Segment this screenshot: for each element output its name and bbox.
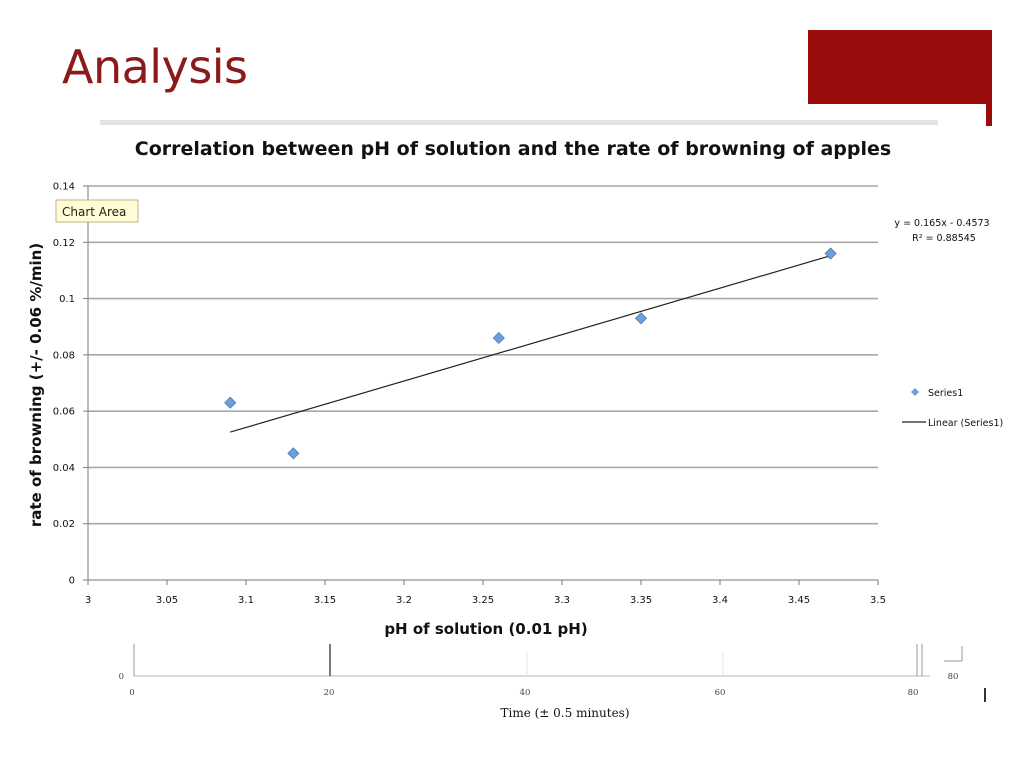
slide-title: Analysis bbox=[62, 40, 248, 94]
legend: Series1 Linear (Series1) bbox=[902, 388, 1003, 429]
y-tick-label: 0.02 bbox=[53, 519, 75, 530]
trendline-equation: y = 0.165x - 0.4573 bbox=[894, 218, 989, 229]
time-tick-0: 0 bbox=[129, 688, 134, 698]
chart-area-tooltip: Chart Area bbox=[55, 199, 139, 223]
x-tick-label: 3.2 bbox=[396, 595, 412, 606]
time-y-tick: 0 bbox=[119, 672, 124, 682]
y-tick-label: 0.12 bbox=[53, 238, 75, 249]
accent-tick bbox=[986, 104, 992, 126]
y-tick-label: 0.04 bbox=[53, 463, 75, 474]
y-tick-label: 0.14 bbox=[53, 182, 75, 193]
accent-block bbox=[808, 30, 992, 104]
trendline-r-squared: R² = 0.88545 bbox=[912, 233, 976, 244]
x-tick-label: 3.5 bbox=[870, 595, 886, 606]
time-side-label: 80 bbox=[948, 672, 959, 682]
time-tick-60: 60 bbox=[715, 688, 726, 698]
edge-mark bbox=[984, 688, 986, 702]
data-point bbox=[492, 331, 505, 345]
time-axis: 0 0 20 40 60 80 80 Time (± 0.5 minutes) bbox=[119, 644, 963, 720]
y-axis-label: rate of browning (+/- 0.06 %/min) bbox=[27, 243, 45, 527]
data-points bbox=[224, 247, 837, 460]
data-point bbox=[287, 447, 300, 460]
x-tick-label: 3.1 bbox=[238, 595, 254, 606]
x-axis-label: pH of solution (0.01 pH) bbox=[384, 620, 587, 638]
x-tick-label: 3.25 bbox=[472, 595, 494, 606]
tooltip-text: Chart Area bbox=[62, 205, 126, 219]
time-tick-20: 20 bbox=[324, 688, 335, 698]
y-tick-label: 0.08 bbox=[53, 350, 75, 361]
trendline-line bbox=[230, 255, 831, 433]
gridlines bbox=[88, 185, 878, 525]
y-tick-label: 0 bbox=[69, 576, 75, 587]
data-point bbox=[634, 312, 648, 325]
x-tick-labels: 3 3.05 3.1 3.15 3.2 3.25 3.3 3.35 3.4 3.45 3.5 bbox=[85, 595, 886, 606]
x-tick-label: 3.05 bbox=[156, 595, 178, 606]
y-tick-label: 0.06 bbox=[53, 407, 75, 418]
trendline bbox=[230, 255, 831, 433]
title-divider bbox=[100, 120, 938, 125]
x-tick-label: 3 bbox=[85, 595, 91, 606]
data-point bbox=[224, 396, 237, 409]
time-tick-80: 80 bbox=[908, 688, 919, 698]
tooltip-box bbox=[55, 199, 139, 223]
x-tick-label: 3.45 bbox=[788, 595, 810, 606]
time-tick-40: 40 bbox=[520, 688, 531, 698]
x-tick-label: 3.15 bbox=[314, 595, 336, 606]
x-tick-label: 3.3 bbox=[554, 595, 570, 606]
y-tick-label: 0.1 bbox=[59, 294, 75, 305]
legend-series1-marker bbox=[911, 388, 919, 396]
legend-series1-label: Series1 bbox=[928, 388, 963, 399]
time-axis-label: Time (± 0.5 minutes) bbox=[500, 706, 629, 720]
x-tick-label: 3.4 bbox=[712, 595, 728, 606]
axes bbox=[83, 185, 879, 585]
chart-title: Correlation between pH of solution and t… bbox=[135, 138, 891, 160]
y-tick-labels: 0 0.02 0.04 0.06 0.08 0.1 0.12 0.14 bbox=[53, 182, 75, 587]
x-tick-label: 3.35 bbox=[630, 595, 652, 606]
legend-linear-label: Linear (Series1) bbox=[928, 418, 1003, 429]
data-point bbox=[824, 247, 837, 260]
